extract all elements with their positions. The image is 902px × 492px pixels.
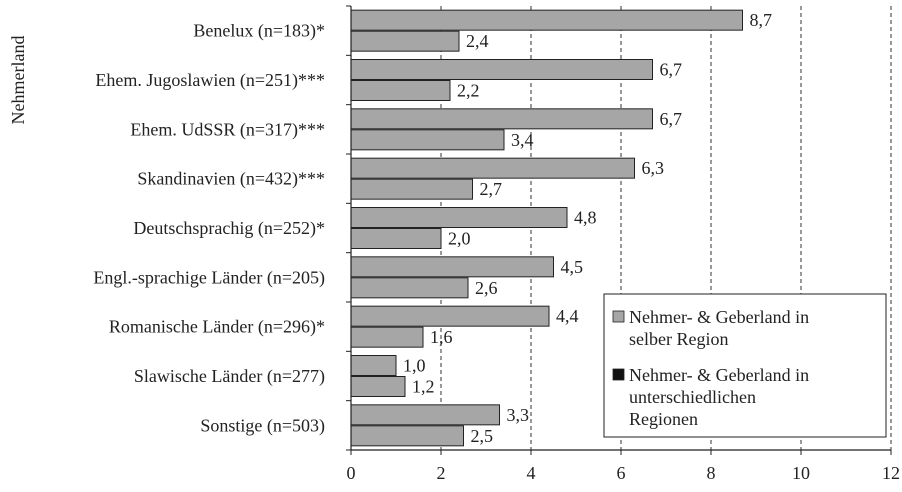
- data-label: 2,6: [475, 278, 498, 298]
- bar-different-regions: [350, 228, 442, 249]
- data-label: 4,4: [556, 306, 579, 326]
- legend-box: [603, 293, 887, 438]
- legend-swatch: [612, 368, 625, 381]
- data-label: 3,4: [511, 130, 534, 150]
- x-tick-label: 0: [347, 463, 356, 483]
- data-label: 6,7: [660, 60, 683, 80]
- bar-different-regions: [350, 178, 473, 200]
- data-label: 3,3: [507, 405, 530, 425]
- bar-same-region: [350, 404, 500, 426]
- legend-entry-text: selber Region: [629, 329, 728, 349]
- data-label: 2,7: [480, 179, 503, 199]
- data-label: 1,2: [412, 377, 435, 397]
- data-label: 6,7: [660, 109, 683, 129]
- bar-different-regions: [350, 425, 464, 447]
- x-axis: 0 2 4 6 8 10 12: [346, 5, 900, 483]
- category-label: Sonstige (n=503): [200, 415, 325, 436]
- data-label: 6,3: [642, 158, 665, 178]
- bar-same-region: [350, 157, 635, 179]
- category-label: Engl.-sprachige Länder (n=205): [93, 267, 325, 288]
- category-labels: Benelux (n=183)* Ehem. Jugoslawien (n=251…: [93, 21, 325, 437]
- legend-entry-text: Nehmer- & Geberland in: [629, 307, 809, 327]
- category-label: Slawische Länder (n=277): [134, 366, 325, 387]
- bar-same-region: [350, 108, 653, 130]
- legend-entry-text: unterschiedlichen: [629, 387, 756, 407]
- x-tick-label: 6: [617, 463, 626, 483]
- x-tick-label: 4: [527, 463, 536, 483]
- legend-entry-text: Regionen: [629, 409, 698, 429]
- x-tick-label: 10: [792, 463, 810, 483]
- bar-different-regions: [350, 30, 460, 52]
- legend-entry-text: Nehmer- & Geberland in: [629, 365, 809, 385]
- bar-same-region: [350, 355, 397, 376]
- data-label: 1,0: [403, 356, 426, 376]
- legend-swatch: [612, 310, 625, 323]
- category-label: Benelux (n=183)*: [193, 21, 325, 42]
- y-axis-title: Nehmerland: [8, 36, 28, 125]
- category-label: Ehem. Jugoslawien (n=251)***: [95, 70, 325, 91]
- data-label: 4,5: [561, 257, 584, 277]
- category-label: Romanische Länder (n=296)*: [109, 317, 325, 338]
- bar-different-regions: [350, 129, 505, 151]
- data-label: 2,2: [457, 81, 480, 101]
- bar-same-region: [350, 305, 550, 327]
- bar-same-region: [350, 59, 653, 80]
- data-label: 2,0: [448, 229, 471, 249]
- bar-same-region: [350, 9, 743, 31]
- bar-same-region: [350, 256, 554, 278]
- data-label: 1,6: [430, 327, 453, 347]
- category-label: Deutschsprachig (n=252)*: [133, 218, 325, 239]
- bar-same-region: [350, 207, 568, 228]
- x-tick-label: 2: [437, 463, 446, 483]
- category-label: Ehem. UdSSR (n=317)***: [130, 119, 325, 140]
- bar-different-regions: [350, 277, 469, 299]
- x-tick-label: 8: [707, 463, 716, 483]
- data-label: 8,7: [750, 10, 773, 30]
- data-label: 2,5: [471, 426, 494, 446]
- bar-different-regions: [350, 80, 451, 101]
- bar-different-regions: [350, 376, 406, 397]
- data-label: 2,4: [466, 31, 489, 51]
- category-label: Skandinavien (n=432)***: [137, 169, 325, 190]
- bars-group: 8,7 2,4 6,7 2,2 6,7 3,4 6,3 2,7 4,8 2,0 4,5 2,6 4,4 1…: [350, 9, 773, 447]
- x-tick-label: 12: [882, 463, 900, 483]
- data-label: 4,8: [574, 208, 597, 228]
- bar-different-regions: [350, 326, 424, 348]
